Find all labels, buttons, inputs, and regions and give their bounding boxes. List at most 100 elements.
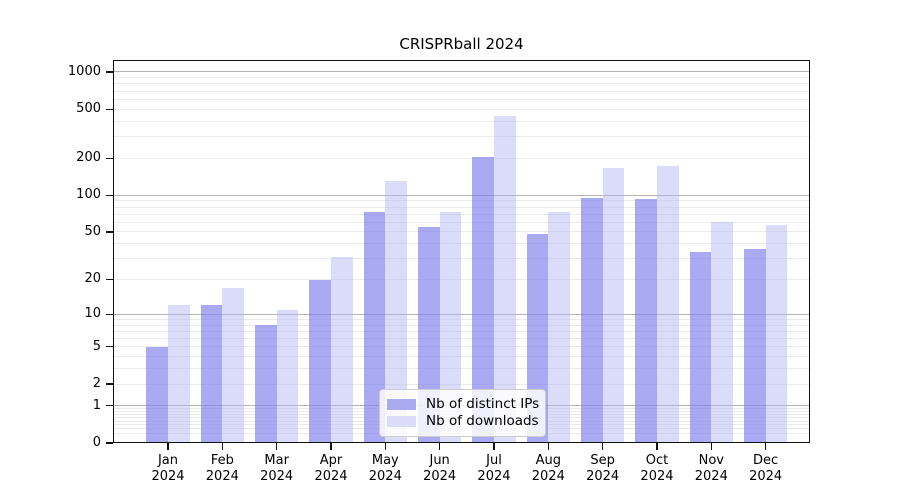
bar-distinct-ips-nov: [689, 252, 712, 443]
gridline: [113, 383, 810, 385]
y-axis-tick-label: 2: [92, 376, 101, 391]
x-axis-tick: [384, 443, 387, 450]
y-axis-tick-label: 1: [92, 397, 101, 413]
bar-distinct-ips-jan: [146, 346, 168, 443]
bar-distinct-ips-jun: [417, 226, 440, 443]
bar-downloads-jul: [493, 116, 516, 443]
x-axis-tick-label: Apr 2024: [314, 453, 348, 484]
bar-downloads-dec: [765, 224, 788, 443]
gridline: [113, 278, 810, 280]
bar-distinct-ips-apr: [309, 279, 331, 443]
gridline: [113, 318, 810, 320]
x-axis-tick-label: Jan 2024: [151, 453, 185, 484]
gridline: [113, 213, 810, 215]
gridline: [113, 136, 810, 137]
gridline: [113, 71, 810, 73]
plot-area: [113, 60, 810, 443]
gridline: [113, 346, 810, 348]
y-axis-tick: [106, 231, 113, 233]
x-axis-tick: [439, 443, 441, 450]
y-axis-tick: [106, 442, 113, 444]
gridline: [113, 324, 810, 326]
bar-downloads-jun: [439, 211, 462, 443]
legend-label-downloads: Nb of downloads: [426, 413, 539, 429]
x-axis-tick: [602, 443, 604, 450]
bar-downloads-sep: [602, 167, 625, 443]
bar-downloads-mar: [276, 309, 299, 443]
y-axis-tick-label: 200: [76, 150, 101, 166]
x-axis-tick: [547, 443, 549, 450]
bar-distinct-ips-jul: [472, 156, 494, 443]
gridline: [113, 108, 810, 110]
gridline: [113, 356, 810, 358]
x-axis-tick-label: May 2024: [368, 453, 402, 484]
y-axis-tick: [106, 108, 113, 110]
x-axis-tick-label: Jun 2024: [423, 453, 457, 484]
legend-label-distinct-ips: Nb of distinct IPs: [426, 396, 540, 412]
gridline: [113, 330, 810, 332]
x-axis-tick-label: Oct 2024: [640, 453, 674, 484]
gridline: [113, 243, 810, 245]
bar-downloads-apr: [330, 256, 353, 443]
bar-distinct-ips-dec: [743, 249, 766, 443]
gridline: [113, 120, 810, 122]
legend-item-downloads: Nb of downloads: [387, 413, 539, 430]
x-axis-tick-label: Sep 2024: [586, 453, 620, 484]
bar-downloads-oct: [656, 166, 679, 443]
x-axis-tick: [656, 443, 658, 450]
y-axis-tick-label: 500: [76, 101, 101, 117]
x-axis-tick: [221, 443, 224, 450]
y-axis-tick-label: 10: [84, 306, 101, 322]
y-axis-tick-label: 100: [76, 187, 101, 203]
x-axis-tick: [765, 443, 767, 450]
gridline: [113, 83, 810, 85]
gridline: [113, 206, 810, 208]
legend: Nb of distinct IPs Nb of downloads: [379, 389, 546, 437]
bar-distinct-ips-sep: [580, 198, 603, 443]
bar-downloads-feb: [222, 287, 245, 443]
legend-swatch-downloads: [387, 416, 416, 427]
bar-downloads-may: [385, 181, 408, 443]
bar-downloads-jan: [168, 305, 190, 443]
bar-distinct-ips-feb: [200, 305, 223, 443]
y-axis-tick-label: 1000: [67, 63, 101, 79]
gridline: [113, 221, 810, 223]
x-axis-tick-label: Jul 2024: [477, 453, 511, 484]
x-axis-tick-label: Aug 2024: [531, 453, 565, 484]
gridline: [113, 313, 810, 315]
x-axis-tick: [330, 443, 332, 450]
gridline: [113, 368, 810, 370]
bar-distinct-ips-mar: [254, 325, 277, 443]
y-axis-tick-label: 50: [84, 223, 101, 239]
y-axis-tick: [106, 383, 113, 385]
legend-item-distinct-ips: Nb of distinct IPs: [387, 396, 540, 413]
y-axis-tick: [106, 405, 113, 407]
x-axis-tick-label: Nov 2024: [694, 453, 728, 484]
y-axis-tick: [106, 194, 113, 196]
x-axis-tick: [710, 443, 712, 450]
gridline: [113, 200, 810, 202]
bar-distinct-ips-oct: [635, 199, 657, 443]
gridline: [113, 157, 810, 159]
gridline: [113, 194, 810, 196]
x-axis-tick-label: Mar 2024: [260, 453, 294, 484]
y-axis-tick: [106, 313, 113, 315]
y-axis-tick-label: 20: [84, 271, 101, 287]
legend-swatch-distinct-ips: [387, 399, 416, 410]
bar-downloads-aug: [548, 211, 571, 443]
y-axis-tick: [106, 71, 113, 73]
bar-distinct-ips-may: [363, 211, 386, 443]
gridline: [113, 258, 810, 260]
x-axis-tick-label: Feb 2024: [205, 453, 239, 484]
gridline: [113, 77, 810, 79]
bar-downloads-nov: [711, 222, 734, 443]
x-axis-tick-label: Dec 2024: [749, 453, 783, 484]
y-axis-tick: [106, 346, 113, 348]
y-axis-tick-label: 5: [92, 338, 101, 354]
y-axis-tick: [106, 157, 113, 159]
gridline: [113, 98, 810, 100]
y-axis-tick: [106, 278, 113, 281]
chart-title: CRISPRball 2024: [399, 35, 524, 53]
gridline: [113, 337, 810, 339]
